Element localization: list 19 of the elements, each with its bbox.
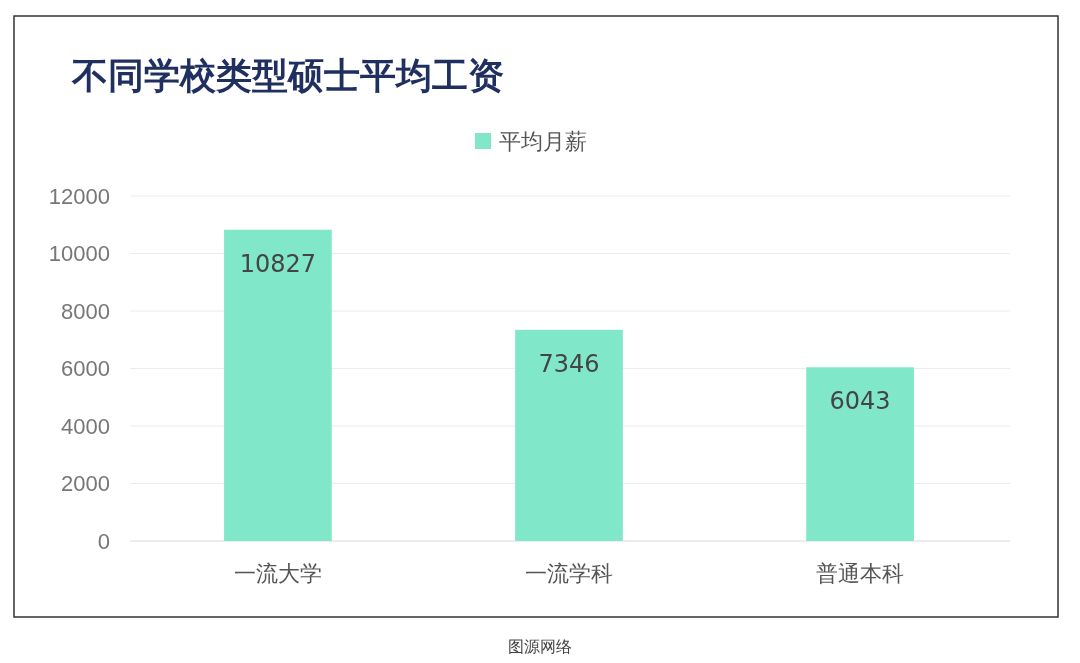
chart-title: 不同学校类型硕士平均工资 — [71, 55, 504, 96]
x-tick-label: 一流学科 — [525, 560, 613, 586]
x-tick-label: 普通本科 — [816, 560, 905, 586]
text: 图源网络 — [508, 637, 572, 656]
y-tick-label: 6000 — [61, 356, 110, 382]
data-label: 7346 — [538, 349, 600, 378]
data-label: 10827 — [239, 249, 317, 278]
y-tick-label: 10000 — [48, 241, 110, 267]
bar — [515, 329, 623, 541]
bar — [224, 229, 332, 541]
y-tick-label: 8000 — [61, 298, 110, 324]
y-tick-label: 4000 — [61, 413, 110, 439]
legend-label: 平均月薪 — [499, 129, 587, 154]
bar — [806, 367, 914, 541]
y-tick-label: 12000 — [48, 183, 110, 209]
x-tick-label: 一流大学 — [233, 560, 322, 586]
y-tick-label: 0 — [97, 528, 110, 554]
data-label: 6043 — [829, 387, 891, 416]
y-tick-label: 2000 — [61, 471, 110, 497]
